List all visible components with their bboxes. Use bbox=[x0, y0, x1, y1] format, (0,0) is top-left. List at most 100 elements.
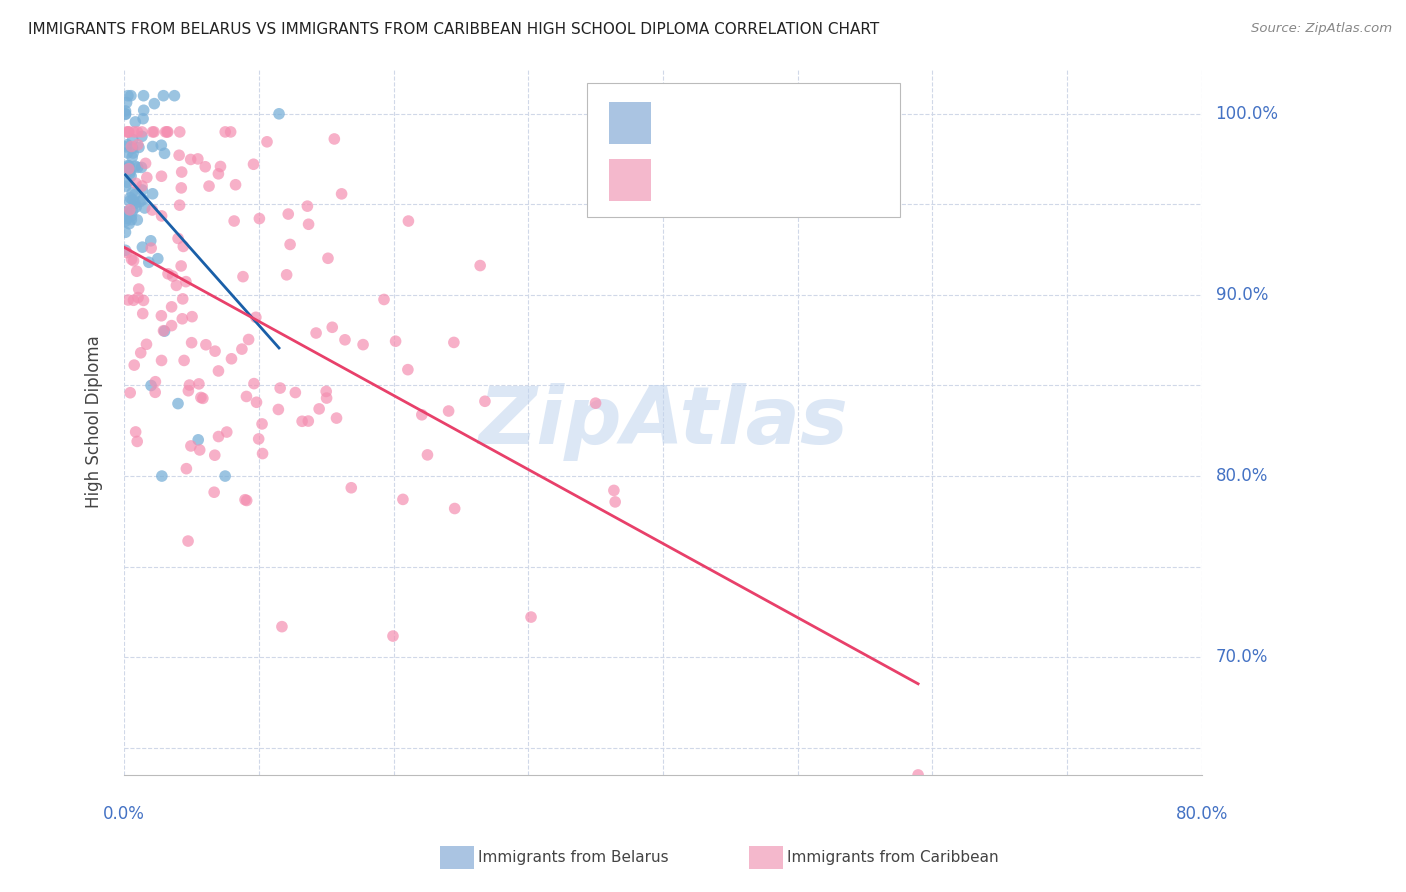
Point bbox=[170, 165, 193, 179]
Point bbox=[416, 448, 439, 462]
Point bbox=[125, 177, 148, 191]
Point bbox=[321, 320, 343, 334]
Point bbox=[297, 199, 319, 213]
Point bbox=[152, 88, 174, 103]
Point bbox=[117, 145, 139, 160]
Point bbox=[179, 378, 201, 392]
Point bbox=[194, 160, 217, 174]
Point bbox=[127, 161, 149, 175]
Point bbox=[333, 333, 356, 347]
Point bbox=[411, 408, 433, 422]
Point bbox=[209, 160, 232, 174]
Point bbox=[132, 103, 155, 118]
Point bbox=[160, 300, 183, 314]
Point bbox=[120, 88, 142, 103]
Point bbox=[152, 324, 174, 338]
Point bbox=[120, 385, 142, 400]
Text: 0.0%: 0.0% bbox=[103, 805, 145, 823]
Point bbox=[128, 140, 150, 154]
Point bbox=[124, 196, 146, 211]
Point bbox=[131, 161, 153, 175]
Point bbox=[214, 469, 236, 483]
Point bbox=[605, 495, 627, 509]
Point bbox=[139, 378, 162, 392]
Point bbox=[118, 161, 141, 176]
Point bbox=[135, 170, 157, 185]
FancyBboxPatch shape bbox=[609, 103, 651, 145]
Text: 70.0%: 70.0% bbox=[1216, 648, 1268, 666]
Point bbox=[297, 414, 319, 428]
Point bbox=[470, 259, 492, 273]
Point bbox=[170, 259, 193, 273]
Point bbox=[117, 159, 139, 173]
Point bbox=[271, 620, 294, 634]
Point bbox=[242, 157, 264, 171]
Point bbox=[207, 167, 229, 181]
Point bbox=[127, 291, 149, 305]
Point bbox=[124, 425, 146, 439]
Point bbox=[150, 138, 173, 153]
Point bbox=[325, 411, 347, 425]
Point bbox=[135, 156, 157, 170]
Point bbox=[117, 137, 139, 152]
Point bbox=[188, 442, 211, 457]
Point bbox=[384, 334, 406, 349]
Text: Immigrants from Caribbean: Immigrants from Caribbean bbox=[787, 850, 1000, 864]
Point bbox=[142, 186, 165, 201]
Point bbox=[143, 125, 166, 139]
Text: 80.0%: 80.0% bbox=[1175, 805, 1227, 823]
Point bbox=[121, 203, 143, 218]
Point bbox=[114, 164, 136, 178]
Y-axis label: High School Diploma: High School Diploma bbox=[86, 335, 103, 508]
Point bbox=[127, 213, 149, 227]
Point bbox=[132, 193, 155, 207]
Point bbox=[585, 396, 607, 410]
Point bbox=[291, 414, 314, 428]
Point bbox=[194, 337, 217, 351]
Point bbox=[316, 252, 339, 266]
Point bbox=[120, 212, 142, 227]
Point bbox=[225, 178, 247, 192]
Point bbox=[221, 351, 243, 366]
Point bbox=[150, 309, 173, 323]
Point bbox=[124, 159, 146, 173]
Point bbox=[247, 432, 270, 446]
Point bbox=[267, 107, 290, 121]
Point bbox=[352, 337, 374, 351]
Point bbox=[122, 125, 145, 139]
Point bbox=[233, 492, 256, 507]
Point bbox=[180, 153, 202, 167]
Point bbox=[121, 193, 143, 207]
Point bbox=[131, 240, 153, 254]
FancyBboxPatch shape bbox=[609, 159, 651, 201]
Point bbox=[117, 125, 139, 139]
Point bbox=[170, 181, 193, 195]
Point bbox=[172, 311, 194, 326]
Point bbox=[243, 376, 266, 391]
Point bbox=[172, 239, 194, 253]
Point bbox=[118, 202, 141, 217]
Point bbox=[118, 125, 141, 139]
Text: 80.0%: 80.0% bbox=[1216, 467, 1268, 485]
Point bbox=[177, 534, 200, 549]
Point bbox=[115, 245, 138, 260]
Point bbox=[207, 429, 229, 443]
Point bbox=[117, 293, 139, 307]
Point bbox=[153, 324, 176, 338]
Point bbox=[169, 198, 191, 212]
Point bbox=[150, 353, 173, 368]
Point bbox=[437, 404, 460, 418]
Point bbox=[127, 137, 149, 152]
Point bbox=[250, 417, 273, 431]
Point bbox=[167, 231, 190, 245]
Point bbox=[176, 461, 198, 475]
Point bbox=[122, 358, 145, 372]
Point bbox=[125, 200, 148, 214]
Point bbox=[115, 161, 138, 176]
Point bbox=[131, 179, 153, 194]
Point bbox=[129, 346, 152, 360]
Point bbox=[235, 493, 257, 508]
Point bbox=[167, 148, 190, 162]
Point bbox=[181, 310, 204, 324]
Point bbox=[150, 169, 173, 184]
